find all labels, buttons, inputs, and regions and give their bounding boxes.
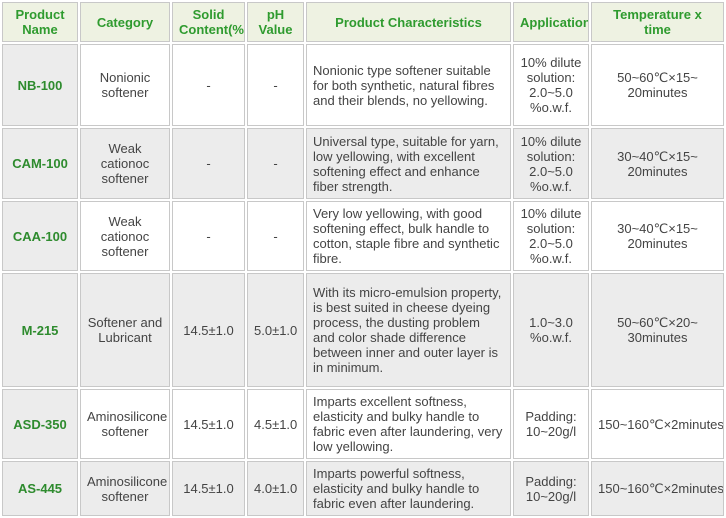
product-name-cell: M-215 [2, 273, 78, 387]
category-cell: Aminosilicone softener [80, 389, 170, 459]
solid-content-cell: 14.5±1.0 [172, 461, 245, 516]
application-cell: 10% dilute solution: 2.0~5.0 %o.w.f. [513, 201, 589, 271]
characteristics-cell: Imparts excellent softness, elasticity a… [306, 389, 511, 459]
category-cell: Weak cationoc softener [80, 201, 170, 271]
category-cell: Weak cationoc softener [80, 128, 170, 199]
ph-value-cell: - [247, 128, 304, 199]
temperature-cell: 50~60℃×20~ 30minutes [591, 273, 724, 387]
table-row: ASD-350 Aminosilicone softener 14.5±1.0 … [2, 389, 724, 459]
solid-content-cell: 14.5±1.0 [172, 273, 245, 387]
table-header: Product Name Category Solid Content(%) p… [2, 2, 724, 42]
header-application: Application [513, 2, 589, 42]
temperature-cell: 150~160℃×2minutes [591, 461, 724, 516]
solid-content-cell: 14.5±1.0 [172, 389, 245, 459]
temperature-cell: 150~160℃×2minutes [591, 389, 724, 459]
application-cell: Padding: 10~20g/l [513, 389, 589, 459]
header-solid-content: Solid Content(%) [172, 2, 245, 42]
application-cell: Padding: 10~20g/l [513, 461, 589, 516]
table-row: CAM-100 Weak cationoc softener - - Unive… [2, 128, 724, 199]
temperature-cell: 50~60℃×15~ 20minutes [591, 44, 724, 126]
application-cell: 10% dilute solution: 2.0~5.0 %o.w.f. [513, 128, 589, 199]
application-cell: 10% dilute solution: 2.0~5.0 %o.w.f. [513, 44, 589, 126]
temperature-cell: 30~40℃×15~ 20minutes [591, 201, 724, 271]
product-name-cell: CAM-100 [2, 128, 78, 199]
ph-value-cell: 5.0±1.0 [247, 273, 304, 387]
solid-content-cell: - [172, 44, 245, 126]
category-cell: Softener and Lubricant [80, 273, 170, 387]
product-name-cell: AS-445 [2, 461, 78, 516]
header-ph-value: pH Value [247, 2, 304, 42]
application-cell: 1.0~3.0 %o.w.f. [513, 273, 589, 387]
characteristics-cell: Universal type, suitable for yarn, low y… [306, 128, 511, 199]
product-name-cell: NB-100 [2, 44, 78, 126]
ph-value-cell: 4.0±1.0 [247, 461, 304, 516]
header-temperature-time: Temperature x time [591, 2, 724, 42]
characteristics-cell: Nonionic type softener suitable for both… [306, 44, 511, 126]
solid-content-cell: - [172, 201, 245, 271]
table-row: NB-100 Nonionic softener - - Nonionic ty… [2, 44, 724, 126]
characteristics-cell: Imparts powerful softness, elasticity an… [306, 461, 511, 516]
product-name-cell: CAA-100 [2, 201, 78, 271]
ph-value-cell: 4.5±1.0 [247, 389, 304, 459]
category-cell: Aminosilicone softener [80, 461, 170, 516]
solid-content-cell: - [172, 128, 245, 199]
category-cell: Nonionic softener [80, 44, 170, 126]
header-product-characteristics: Product Characteristics [306, 2, 511, 42]
ph-value-cell: - [247, 201, 304, 271]
table-body: NB-100 Nonionic softener - - Nonionic ty… [2, 44, 724, 516]
product-name-cell: ASD-350 [2, 389, 78, 459]
table-row: M-215 Softener and Lubricant 14.5±1.0 5.… [2, 273, 724, 387]
header-category: Category [80, 2, 170, 42]
characteristics-cell: Very low yellowing, with good softening … [306, 201, 511, 271]
ph-value-cell: - [247, 44, 304, 126]
table-row: CAA-100 Weak cationoc softener - - Very … [2, 201, 724, 271]
characteristics-cell: With its micro-emulsion property, is bes… [306, 273, 511, 387]
temperature-cell: 30~40℃×15~ 20minutes [591, 128, 724, 199]
header-product-name: Product Name [2, 2, 78, 42]
table-row: AS-445 Aminosilicone softener 14.5±1.0 4… [2, 461, 724, 516]
header-row: Product Name Category Solid Content(%) p… [2, 2, 724, 42]
